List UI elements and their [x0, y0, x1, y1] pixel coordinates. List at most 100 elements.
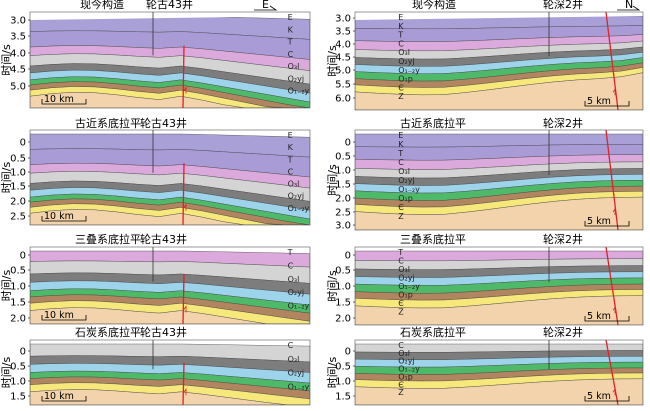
panel-title: 古近系底拉平 [75, 116, 141, 130]
panel-title: 现今构造 [80, 0, 124, 11]
y-tick-label: 0.5 [10, 362, 26, 373]
fault-line [182, 45, 185, 108]
panel-title: 三叠系底拉平 [400, 232, 466, 246]
unit-label: C [288, 261, 294, 270]
unit-label: E [398, 131, 403, 140]
y-tick-label: 3.5 [335, 27, 351, 38]
well-name: 轮深2井 [543, 325, 583, 339]
y-tick-label: 0.5 [10, 266, 26, 277]
y-tick-label: 0 [345, 347, 351, 358]
unit-label: O₃l [398, 349, 410, 358]
scale-bar-label: 10 km [44, 211, 74, 222]
unit-label: E [288, 13, 293, 22]
unit-label: O₃l [288, 275, 300, 284]
well-name: 轮深2井 [543, 116, 583, 130]
fault-arrow-icon [612, 387, 616, 396]
unit-label: O₁₋₂y [288, 382, 310, 391]
unit-label: O₂yj [288, 74, 304, 83]
unit-label: Z [398, 388, 404, 397]
y-axis-label: 时间/s [326, 45, 339, 77]
unit-label: T [397, 248, 403, 257]
scale-bar-label: 5 km [587, 96, 611, 107]
y-tick-label: 1.0 [10, 282, 26, 293]
y-tick-label: 1.5 [10, 392, 26, 403]
layer-Z [30, 209, 310, 225]
panel-title: 现今构造 [412, 0, 456, 11]
unit-label: O₃l [288, 62, 300, 71]
unit-label: C [398, 158, 404, 167]
panel-frame [29, 129, 311, 226]
fault-line [605, 247, 619, 325]
unit-label: Z [398, 92, 404, 101]
y-tick-label: 2.0 [335, 194, 351, 205]
scale-bar [584, 101, 630, 107]
unit-label: Z [398, 212, 404, 221]
scale-bar-label: 5 km [587, 391, 611, 402]
unit-label: C [288, 50, 294, 59]
unit-label: E [398, 13, 403, 22]
section-body: C O₃l O₂yj O₁₋₂y [30, 340, 310, 405]
layer-Z [355, 378, 643, 405]
unit-label: O₂yj [398, 176, 414, 185]
y-axis-label: 时间/s [326, 164, 339, 196]
y-tick-label: 1.0 [335, 166, 351, 177]
y-axis-label: 时间/s [0, 44, 13, 76]
unit-label: O₂yj [288, 192, 304, 201]
fault-arrow-icon [183, 387, 187, 396]
scale-bar [41, 99, 87, 105]
y-tick-label: 4.0 [335, 40, 351, 51]
unit-label: O₁p [398, 291, 413, 300]
direction-label: E [262, 0, 269, 11]
y-tick-label: 1.5 [10, 298, 26, 309]
unit-label: O₂yj [288, 288, 304, 297]
scale-bar [41, 315, 87, 321]
y-tick-label: 0 [345, 251, 351, 262]
unit-label: O₃l [398, 265, 410, 274]
unit-label: O₁₋₂y [398, 365, 420, 374]
y-tick-label: 5.0 [10, 82, 26, 93]
y-tick-label: 4.5 [335, 53, 351, 64]
y-tick-label: 1.5 [335, 298, 351, 309]
y-tick-label: 0 [345, 138, 351, 149]
y-tick-label: 3.0 [10, 16, 26, 27]
unit-label: C [398, 341, 404, 350]
well-name: 轮古43井 [146, 0, 193, 11]
unit-label: T [287, 155, 293, 164]
unit-label: O₁p [398, 194, 413, 203]
panel-frame [354, 339, 644, 406]
layer-Z [30, 389, 310, 405]
unit-label: O₁p [398, 75, 413, 84]
y-tick-label: 1.0 [10, 168, 26, 179]
panel-title: 古近系底拉平 [400, 116, 466, 130]
unit-label: K [288, 25, 294, 34]
unit-label: O₂yj [288, 369, 304, 378]
unit-label: O₁₋₂y [288, 302, 310, 311]
fault-line [182, 163, 185, 225]
direction-arrow-icon [254, 5, 278, 11]
unit-label: C [398, 39, 404, 48]
y-tick-label: 2.0 [10, 197, 26, 208]
unit-label: T [397, 149, 403, 158]
scale-bar-label: 5 km [587, 216, 611, 227]
y-tick-label: 2.5 [335, 208, 351, 219]
panel-frame [29, 246, 311, 325]
y-tick-label: 5.5 [335, 80, 351, 91]
panel-frame [354, 129, 644, 231]
y-tick-label: 0 [20, 251, 26, 262]
panel-7: C O₃l O₂yj O₁₋₂y 石炭系底拉平 轮古43井 0 0.5 1.0 1.5 时间/s 10… [0, 325, 311, 406]
y-tick-label: 3.0 [335, 221, 351, 232]
y-axis-label: 时间/s [0, 270, 13, 302]
unit-label: K [398, 140, 404, 149]
unit-label: T [397, 31, 403, 40]
layer-Z [355, 72, 643, 110]
